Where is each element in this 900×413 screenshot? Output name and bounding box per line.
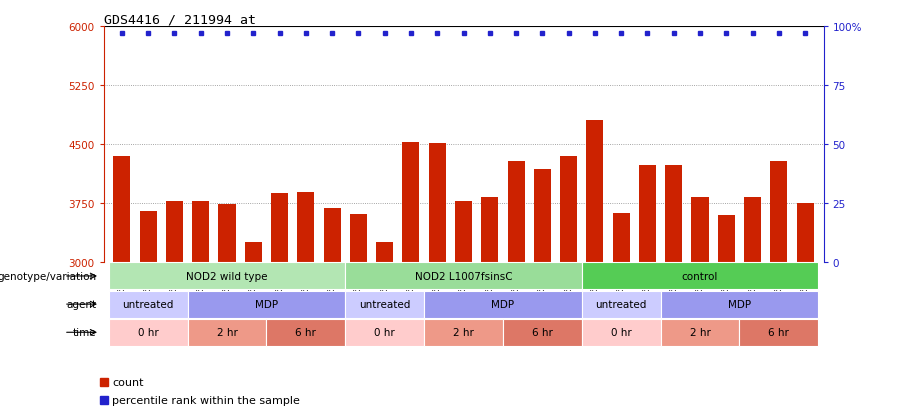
Bar [455, 202, 472, 262]
Bar [424, 319, 503, 346]
Bar [639, 166, 656, 262]
Bar [482, 197, 499, 262]
Text: GDS4416 / 211994_at: GDS4416 / 211994_at [104, 13, 256, 26]
Text: 2 hr: 2 hr [217, 328, 238, 337]
Bar [717, 215, 734, 262]
Text: NOD2 wild type: NOD2 wild type [186, 271, 268, 281]
Text: time: time [73, 328, 96, 337]
Bar [346, 263, 581, 290]
Text: MDP: MDP [491, 299, 515, 309]
Text: NOD2 L1007fsinsC: NOD2 L1007fsinsC [415, 271, 512, 281]
Bar [508, 162, 525, 262]
Text: 0 hr: 0 hr [611, 328, 632, 337]
Bar [661, 319, 740, 346]
Bar [297, 192, 314, 262]
Bar [346, 291, 424, 318]
Bar [534, 170, 551, 262]
Text: untreated: untreated [122, 299, 174, 309]
Text: MDP: MDP [255, 299, 278, 309]
Bar [166, 201, 183, 262]
Bar [503, 319, 581, 346]
Bar [581, 291, 661, 318]
Text: genotype/variation: genotype/variation [0, 271, 96, 281]
Bar [744, 198, 761, 262]
Text: 6 hr: 6 hr [532, 328, 553, 337]
Bar [581, 263, 818, 290]
Text: untreated: untreated [359, 299, 410, 309]
Text: 2 hr: 2 hr [453, 328, 474, 337]
Bar [109, 263, 346, 290]
Bar [770, 162, 788, 262]
Bar [560, 156, 577, 262]
Bar [586, 121, 603, 262]
Text: percentile rank within the sample: percentile rank within the sample [112, 395, 301, 406]
Bar [428, 144, 446, 262]
Text: count: count [112, 377, 144, 387]
Text: 6 hr: 6 hr [769, 328, 789, 337]
Bar [346, 319, 424, 346]
Bar [581, 319, 661, 346]
Bar [113, 156, 130, 262]
Bar [350, 214, 367, 262]
Bar [691, 198, 708, 262]
Bar [245, 243, 262, 262]
Bar [187, 319, 266, 346]
Bar [219, 205, 236, 262]
Text: untreated: untreated [596, 299, 647, 309]
Bar [109, 319, 187, 346]
Bar [665, 166, 682, 262]
Text: 0 hr: 0 hr [374, 328, 395, 337]
Text: 2 hr: 2 hr [689, 328, 710, 337]
Bar [266, 319, 346, 346]
Bar [324, 209, 341, 262]
Bar [424, 291, 581, 318]
Bar [796, 203, 814, 262]
Bar [661, 291, 818, 318]
Text: 6 hr: 6 hr [295, 328, 316, 337]
Bar [187, 291, 346, 318]
Bar [140, 211, 157, 262]
Text: control: control [682, 271, 718, 281]
Bar [402, 142, 419, 262]
Text: MDP: MDP [728, 299, 751, 309]
Bar [193, 201, 210, 262]
Bar [613, 214, 630, 262]
Text: agent: agent [67, 299, 96, 309]
Bar [109, 291, 187, 318]
Bar [376, 243, 393, 262]
Text: 0 hr: 0 hr [138, 328, 158, 337]
Bar [740, 319, 818, 346]
Bar [271, 194, 288, 262]
